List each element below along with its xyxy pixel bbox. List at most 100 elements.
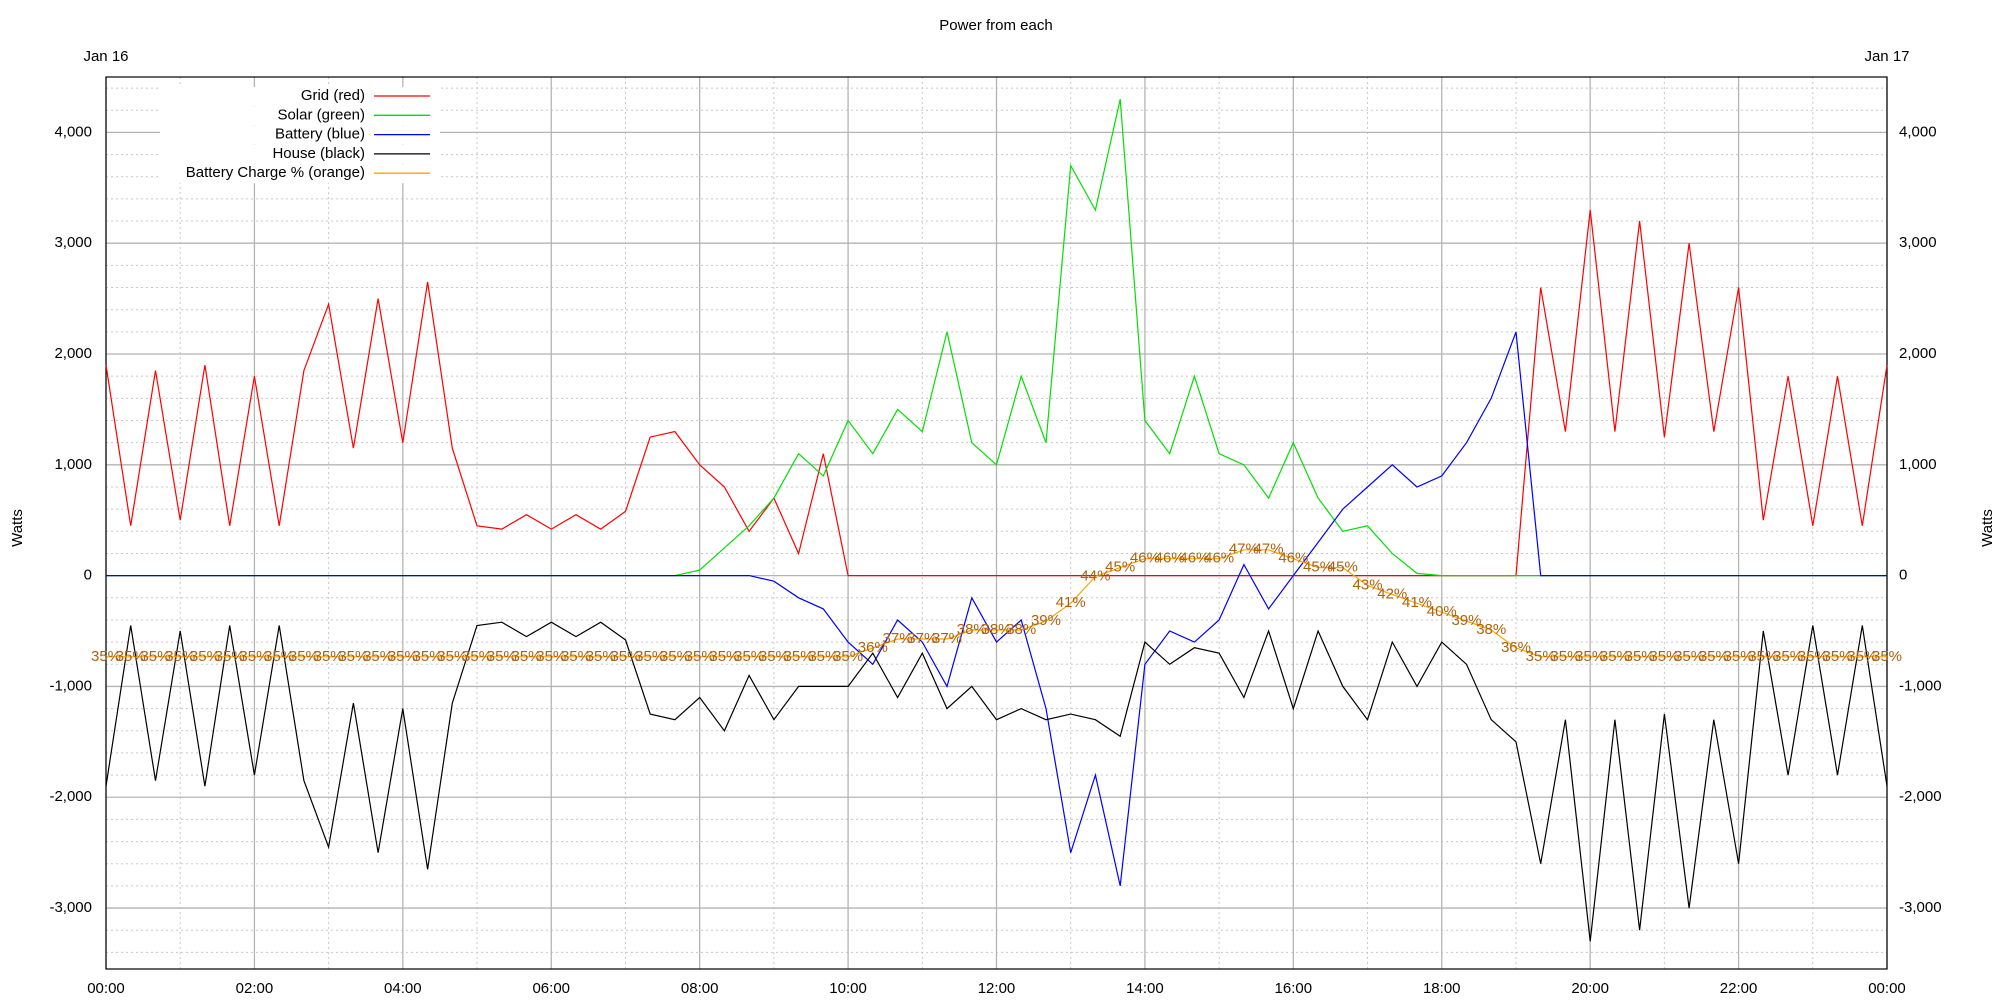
series-line <box>105 621 1888 942</box>
data-label: 38% <box>981 621 1011 638</box>
data-label: 35% <box>264 648 294 665</box>
x-tick-label: 06:00 <box>532 980 570 997</box>
data-label: 37% <box>907 630 937 647</box>
data-label: 35% <box>660 648 690 665</box>
data-label: 37% <box>932 630 962 647</box>
data-label: 45% <box>1105 559 1135 576</box>
data-label: 35% <box>1748 648 1778 665</box>
data-label: 35% <box>289 648 319 665</box>
data-label: 35% <box>116 648 146 665</box>
data-label: 35% <box>1649 648 1679 665</box>
data-label: 41% <box>1056 594 1086 611</box>
x-tick-label: 08:00 <box>681 980 719 997</box>
data-label: 47% <box>1229 541 1259 558</box>
x-tick-label: 12:00 <box>978 980 1016 997</box>
series-line <box>106 331 1887 887</box>
data-label: 35% <box>1773 648 1803 665</box>
y-tick-label: -1,000 <box>49 677 92 694</box>
y-tick-label: -2,000 <box>49 788 92 805</box>
data-label: 35% <box>1575 648 1605 665</box>
legend-background <box>160 125 440 145</box>
y-tick-label: 1,000 <box>54 456 92 473</box>
y-axis-label-right: Watts <box>1979 509 1996 547</box>
y-tick-label-right: -1,000 <box>1899 677 1942 694</box>
x-tick-label: 18:00 <box>1423 980 1461 997</box>
y-tick-label-right: -3,000 <box>1899 899 1942 916</box>
data-label: 35% <box>1699 648 1729 665</box>
data-label: 44% <box>1080 567 1110 584</box>
data-label: 35% <box>165 648 195 665</box>
data-label: 47% <box>1254 541 1284 558</box>
x-tick-label: 10:00 <box>829 980 867 997</box>
data-label: 35% <box>437 648 467 665</box>
data-label: 35% <box>759 648 789 665</box>
x-tick-label: 16:00 <box>1275 980 1313 997</box>
data-label: 35% <box>314 648 344 665</box>
legend-label: House (black) <box>272 145 365 162</box>
x-tick-label: 04:00 <box>384 980 422 997</box>
y-tick-label: 0 <box>84 567 92 584</box>
legend-background <box>160 144 440 164</box>
data-label: 35% <box>1674 648 1704 665</box>
legend-background <box>160 87 440 106</box>
data-label: 35% <box>833 648 863 665</box>
data-label: 35% <box>1847 648 1877 665</box>
y-axis-label: Watts <box>9 509 26 547</box>
x-tick-label: 20:00 <box>1571 980 1609 997</box>
data-label: 46% <box>1204 550 1234 567</box>
data-label: 35% <box>1823 648 1853 665</box>
data-label: 35% <box>140 648 170 665</box>
data-label: 38% <box>1476 621 1506 638</box>
data-label: 38% <box>1006 621 1036 638</box>
data-label: 46% <box>1130 550 1160 567</box>
data-label: 43% <box>1353 576 1383 593</box>
legend-label: Solar (green) <box>277 106 365 123</box>
data-label: 35% <box>190 648 220 665</box>
plot-frame <box>105 76 1888 970</box>
data-label: 35% <box>808 648 838 665</box>
data-label: 39% <box>1451 612 1481 629</box>
data-label: 35% <box>338 648 368 665</box>
x-tick-label: 22:00 <box>1720 980 1758 997</box>
data-label: 35% <box>239 648 269 665</box>
data-label: 35% <box>784 648 814 665</box>
y-tick-label: 3,000 <box>54 234 92 251</box>
data-label: 37% <box>883 630 913 647</box>
data-label: 35% <box>511 648 541 665</box>
y-tick-label: -3,000 <box>49 899 92 916</box>
data-label: 35% <box>561 648 591 665</box>
data-label: 35% <box>1625 648 1655 665</box>
legend-label: Battery Charge % (orange) <box>186 164 365 181</box>
x-tick-label: 02:00 <box>236 980 274 997</box>
data-label: 42% <box>1377 585 1407 602</box>
data-label: 35% <box>536 648 566 665</box>
legend-background <box>160 106 440 126</box>
data-label: 39% <box>1031 612 1061 629</box>
data-label: 35% <box>462 648 492 665</box>
data-label: 35% <box>685 648 715 665</box>
y-tick-label: 4,000 <box>54 123 92 140</box>
data-label: 35% <box>413 648 443 665</box>
y-tick-label-right: -2,000 <box>1899 788 1942 805</box>
legend-label: Battery (blue) <box>275 126 365 143</box>
data-label: 35% <box>635 648 665 665</box>
y-tick-label-right: 3,000 <box>1899 234 1937 251</box>
data-label: 35% <box>586 648 616 665</box>
data-label: 35% <box>388 648 418 665</box>
data-label: 35% <box>1872 648 1902 665</box>
data-label: 36% <box>858 639 888 656</box>
data-label: 35% <box>487 648 517 665</box>
data-label: 45% <box>1328 559 1358 576</box>
data-label: 35% <box>363 648 393 665</box>
y-tick-label-right: 1,000 <box>1899 456 1937 473</box>
data-label: 46% <box>1179 550 1209 567</box>
x-tick-label: 14:00 <box>1126 980 1164 997</box>
data-label: 41% <box>1402 594 1432 611</box>
data-label: 35% <box>1550 648 1580 665</box>
data-label: 46% <box>1278 550 1308 567</box>
x-tick-label: 00:00 <box>87 980 125 997</box>
data-label: 38% <box>957 621 987 638</box>
legend-background <box>160 164 440 184</box>
y-tick-label-right: 2,000 <box>1899 345 1937 362</box>
